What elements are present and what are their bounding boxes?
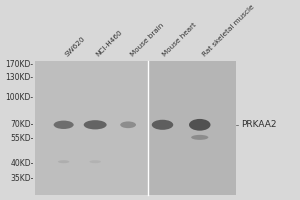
Ellipse shape xyxy=(120,121,136,128)
Ellipse shape xyxy=(191,135,208,140)
Text: Mouse heart: Mouse heart xyxy=(161,22,197,58)
Text: 100KD-: 100KD- xyxy=(5,93,34,102)
Ellipse shape xyxy=(58,160,69,163)
Ellipse shape xyxy=(152,120,173,130)
Text: 40KD-: 40KD- xyxy=(10,159,34,168)
Text: 55KD-: 55KD- xyxy=(10,134,34,143)
Text: 170KD-: 170KD- xyxy=(5,60,34,69)
Ellipse shape xyxy=(54,121,74,129)
Text: SW620: SW620 xyxy=(64,35,86,58)
Bar xyxy=(35,61,148,195)
Text: Rat skeletal muscle: Rat skeletal muscle xyxy=(201,4,255,58)
Ellipse shape xyxy=(189,119,211,131)
Text: Mouse brain: Mouse brain xyxy=(130,22,165,58)
Ellipse shape xyxy=(89,160,101,163)
Bar xyxy=(148,61,236,195)
Text: PRKAA2: PRKAA2 xyxy=(241,120,277,129)
Text: NCI-H460: NCI-H460 xyxy=(95,29,124,58)
Text: 70KD-: 70KD- xyxy=(10,120,34,129)
Text: 35KD-: 35KD- xyxy=(10,174,34,183)
Ellipse shape xyxy=(84,120,106,129)
Text: 130KD-: 130KD- xyxy=(5,73,34,82)
